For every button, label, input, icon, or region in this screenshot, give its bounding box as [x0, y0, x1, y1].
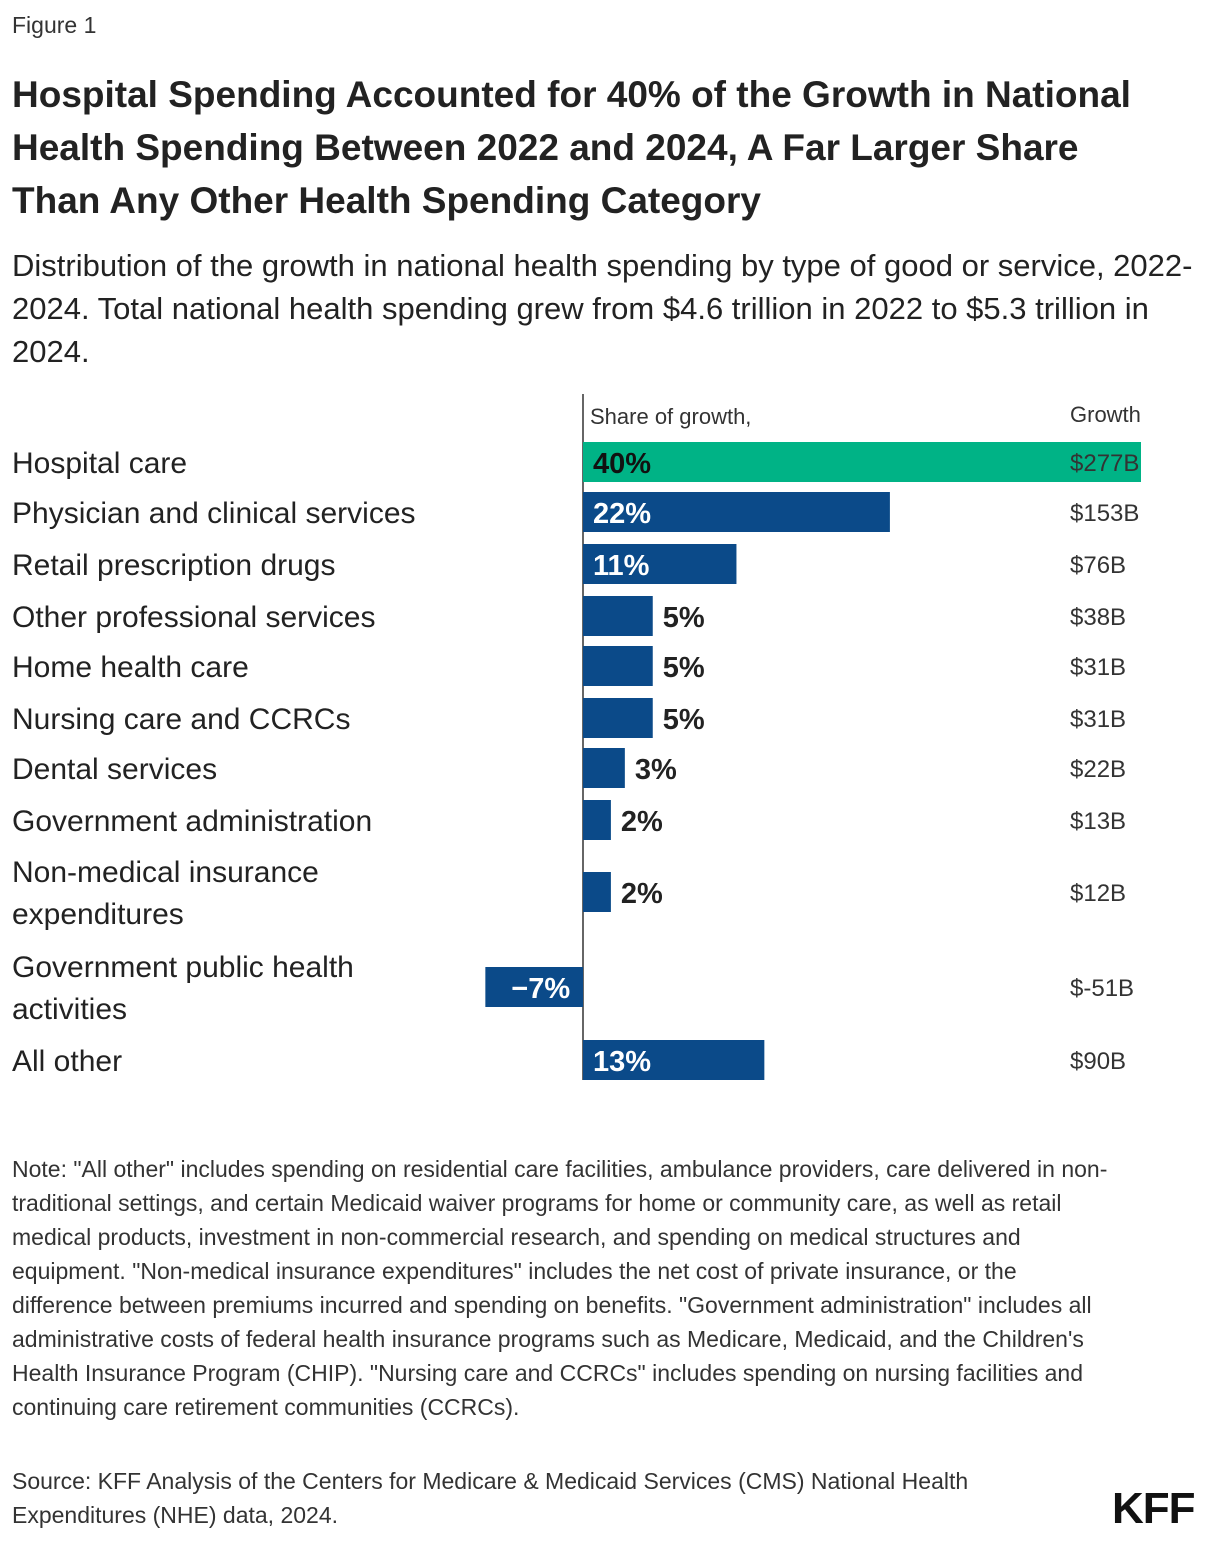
category-label: Other professional services [12, 601, 376, 634]
bar [583, 596, 653, 636]
growth-label: $277B [1070, 450, 1139, 477]
figure-label: Figure 1 [12, 12, 97, 38]
category-label: Retail prescription drugs [12, 549, 335, 582]
category-label: Government administration [12, 805, 372, 838]
growth-label: $31B [1070, 654, 1126, 681]
growth-label: $90B [1070, 1048, 1126, 1075]
value-label: 22% [593, 498, 651, 530]
value-label: 13% [593, 1046, 651, 1078]
chart-title: Hospital Spending Accounted for 40% of t… [12, 74, 1131, 221]
bar [583, 442, 1141, 482]
category-label: Dental services [12, 753, 217, 786]
bar-chart: Share of growth,2022-2024GrowthHospital … [12, 394, 1141, 1080]
category-label: Physician and clinical services [12, 497, 416, 530]
bar [583, 646, 653, 686]
bar [583, 492, 890, 532]
growth-label: $31B [1070, 706, 1126, 733]
chart-subtitle: Distribution of the growth in national h… [12, 248, 1193, 369]
value-label: 3% [635, 754, 677, 786]
bar [583, 800, 611, 840]
growth-label: $13B [1070, 808, 1126, 835]
bar [583, 544, 737, 584]
growth-label: $12B [1070, 880, 1126, 907]
value-label: 11% [593, 550, 650, 582]
kff-logo: KFF [1112, 1484, 1196, 1533]
bar [583, 698, 653, 738]
value-label: −7% [511, 973, 570, 1005]
bar [583, 1040, 765, 1080]
category-label: Government public health activities [12, 951, 354, 1026]
growth-label: $-51B [1070, 975, 1134, 1002]
value-label: 2% [621, 806, 663, 838]
value-label: 5% [663, 602, 705, 634]
category-label: Non-medical insurance expenditures [12, 856, 319, 931]
category-label: Nursing care and CCRCs [12, 703, 350, 736]
chart-note: Note: "All other" includes spending on r… [12, 1156, 1108, 1420]
category-label: Hospital care [12, 447, 187, 480]
category-label: All other [12, 1045, 122, 1078]
growth-column-header: Growth [1070, 402, 1141, 427]
value-label: 40% [593, 448, 651, 480]
growth-label: $22B [1070, 756, 1126, 783]
value-label: 2% [621, 878, 663, 910]
chart-source: Source: KFF Analysis of the Centers for … [12, 1468, 969, 1528]
bar [583, 872, 611, 912]
value-label: 5% [663, 704, 705, 736]
bar [583, 748, 625, 788]
growth-label: $38B [1070, 604, 1126, 631]
value-label: 5% [663, 652, 705, 684]
growth-label: $76B [1070, 552, 1126, 579]
growth-label: $153B [1070, 500, 1139, 527]
bar [485, 967, 583, 1007]
category-label: Home health care [12, 651, 249, 684]
